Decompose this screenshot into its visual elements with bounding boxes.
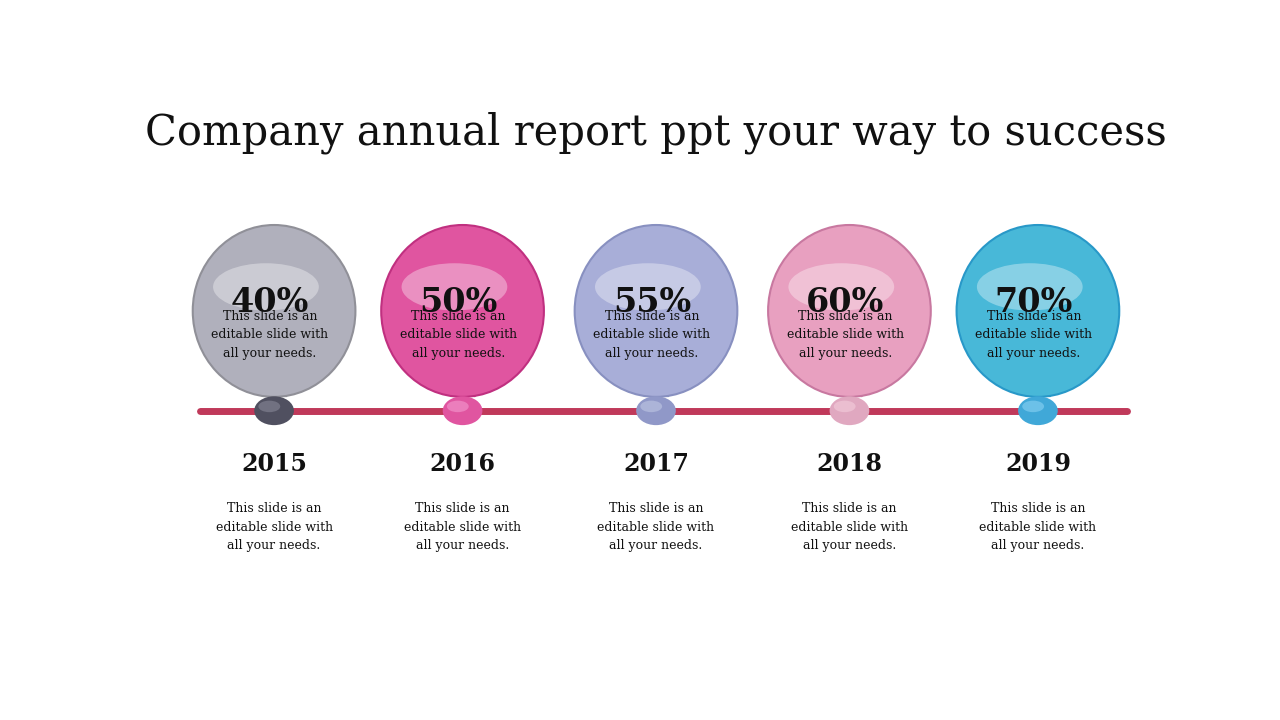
Ellipse shape bbox=[447, 400, 468, 412]
Ellipse shape bbox=[595, 264, 700, 310]
Text: 60%: 60% bbox=[806, 286, 884, 319]
Ellipse shape bbox=[829, 396, 869, 425]
Polygon shape bbox=[854, 373, 868, 397]
Text: This slide is an
editable slide with
all your needs.: This slide is an editable slide with all… bbox=[215, 503, 333, 552]
Ellipse shape bbox=[956, 225, 1119, 397]
Ellipse shape bbox=[796, 309, 910, 356]
Text: Company annual report ppt your way to success: Company annual report ppt your way to su… bbox=[145, 112, 1167, 154]
Ellipse shape bbox=[833, 400, 855, 412]
Ellipse shape bbox=[255, 396, 294, 425]
Polygon shape bbox=[1042, 373, 1056, 397]
Ellipse shape bbox=[788, 264, 895, 310]
Text: This slide is an
editable slide with
all your needs.: This slide is an editable slide with all… bbox=[791, 503, 908, 552]
Text: 50%: 50% bbox=[420, 286, 498, 319]
Text: 2019: 2019 bbox=[1005, 452, 1071, 477]
Ellipse shape bbox=[221, 309, 335, 356]
Ellipse shape bbox=[768, 225, 931, 397]
Ellipse shape bbox=[575, 225, 737, 397]
Ellipse shape bbox=[1018, 396, 1057, 425]
Ellipse shape bbox=[603, 309, 717, 356]
Text: This slide is an
editable slide with
all your needs.: This slide is an editable slide with all… bbox=[787, 310, 904, 360]
Text: 2015: 2015 bbox=[241, 452, 307, 477]
Polygon shape bbox=[278, 373, 292, 397]
Ellipse shape bbox=[640, 400, 662, 412]
Text: This slide is an
editable slide with
all your needs.: This slide is an editable slide with all… bbox=[399, 310, 517, 360]
Text: This slide is an
editable slide with
all your needs.: This slide is an editable slide with all… bbox=[404, 503, 521, 552]
Text: This slide is an
editable slide with
all your needs.: This slide is an editable slide with all… bbox=[594, 310, 710, 360]
Ellipse shape bbox=[443, 396, 483, 425]
Ellipse shape bbox=[259, 400, 280, 412]
Text: This slide is an
editable slide with
all your needs.: This slide is an editable slide with all… bbox=[975, 310, 1092, 360]
Text: 2018: 2018 bbox=[817, 452, 882, 477]
Polygon shape bbox=[1042, 373, 1056, 397]
Text: This slide is an
editable slide with
all your needs.: This slide is an editable slide with all… bbox=[979, 503, 1097, 552]
Text: This slide is an
editable slide with
all your needs.: This slide is an editable slide with all… bbox=[211, 310, 329, 360]
Ellipse shape bbox=[212, 264, 319, 310]
Text: 55%: 55% bbox=[613, 286, 691, 319]
Text: This slide is an
editable slide with
all your needs.: This slide is an editable slide with all… bbox=[598, 503, 714, 552]
Ellipse shape bbox=[986, 309, 1100, 356]
Ellipse shape bbox=[402, 264, 507, 310]
Text: 2016: 2016 bbox=[430, 452, 495, 477]
Text: 70%: 70% bbox=[995, 286, 1073, 319]
Ellipse shape bbox=[977, 264, 1083, 310]
Polygon shape bbox=[660, 373, 673, 397]
Polygon shape bbox=[467, 373, 480, 397]
Ellipse shape bbox=[636, 396, 676, 425]
Polygon shape bbox=[660, 373, 673, 397]
Polygon shape bbox=[467, 373, 480, 397]
Text: 40%: 40% bbox=[230, 286, 310, 319]
Ellipse shape bbox=[381, 225, 544, 397]
Ellipse shape bbox=[410, 309, 524, 356]
Ellipse shape bbox=[1023, 400, 1044, 412]
Polygon shape bbox=[854, 373, 868, 397]
Polygon shape bbox=[278, 373, 292, 397]
Ellipse shape bbox=[193, 225, 356, 397]
Text: 2017: 2017 bbox=[623, 452, 689, 477]
